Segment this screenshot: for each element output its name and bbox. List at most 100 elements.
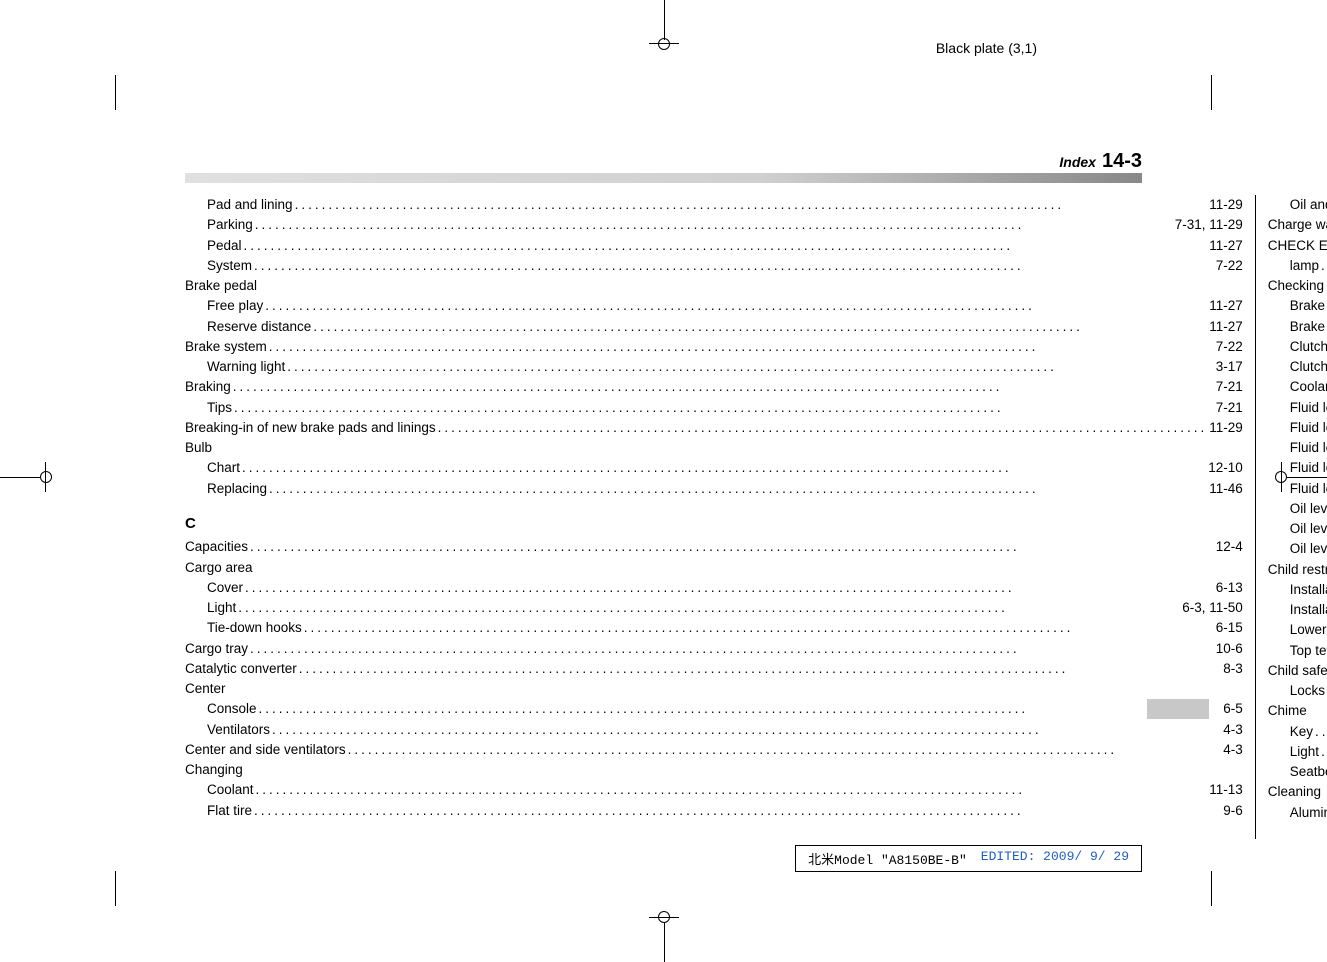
index-entry: Tips 7-21 [185, 398, 1243, 418]
entry-label: Locks [1290, 681, 1325, 701]
plate-header: Black plate (3,1) [936, 40, 1037, 56]
entry-label: Braking [185, 377, 231, 397]
index-entry: Reserve distance 11-27 [185, 317, 1243, 337]
index-entry: Parking 7-31, 11-29 [185, 215, 1243, 235]
entry-label: Brake pedal [185, 276, 257, 296]
entry-dots [1315, 722, 1327, 742]
entry-label: Flat tire [207, 801, 252, 821]
entry-label: Brake system [185, 337, 267, 357]
index-entry: Coolant level 11-13 [1268, 377, 1327, 397]
index-entry: Braking 7-21 [185, 377, 1243, 397]
entry-dots [245, 578, 1214, 598]
index-entry: Replacing 11-46 [185, 479, 1243, 499]
index-entry: Free play 11-27 [185, 296, 1243, 316]
entry-page: 9-6 [1223, 801, 1243, 821]
index-entry: System 7-22 [185, 256, 1243, 276]
footer-box: 北米Model "A8150BE-B" EDITED: 2009/ 9/ 29 [795, 845, 1142, 872]
index-entry: Cover 6-13 [185, 578, 1243, 598]
index-entry: Locks 2-19 [1268, 681, 1327, 701]
left-column: Pad and lining 11-29Parking 7-31, 11-29P… [185, 195, 1256, 839]
footer-edited: EDITED: 2009/ 9/ 29 [981, 849, 1129, 868]
entry-dots [250, 639, 1214, 659]
entry-label: Fluid level (washer fluid) [1290, 479, 1327, 499]
index-entry: Fluid level (washer fluid) 11-38 [1268, 479, 1327, 499]
entry-label: lamp [1290, 256, 1319, 276]
index-entry: Center [185, 679, 1243, 699]
entry-label: Replacing [207, 479, 267, 499]
index-entry: Clutch pedal free play 11-28 [1268, 357, 1327, 377]
entry-dots [269, 337, 1214, 357]
entry-label: Clutch function [1290, 337, 1327, 357]
index-entry: Cleaning [1268, 782, 1327, 802]
entry-label: Fluid level (brake fluid) [1290, 418, 1327, 438]
entry-label: Cargo area [185, 558, 253, 578]
index-entry: Chart 12-10 [185, 458, 1243, 478]
entry-label: Fluid level (clutch fluid) [1290, 438, 1327, 458]
side-tab [1147, 699, 1209, 719]
entry-label: Top tether anchorages [1290, 641, 1327, 661]
entry-label: CHECK ENGINE warning light/Malfunction i… [1268, 236, 1327, 256]
entry-dots [1321, 256, 1327, 276]
entry-page: 11-46 [1209, 479, 1243, 499]
entry-label: Child restraint systems [1268, 560, 1327, 580]
index-entry: Charge warning light 3-14 [1268, 215, 1327, 235]
entry-dots [438, 418, 1208, 438]
entry-label: Breaking-in of new brake pads and lining… [185, 418, 436, 438]
corner-mark [1211, 871, 1212, 906]
index-entry: Flat tire 9-6 [185, 801, 1243, 821]
index-entry: Top tether anchorages 1-33 [1268, 641, 1327, 661]
index-entry: Bulb [185, 438, 1243, 458]
entry-label: Clutch pedal free play [1290, 357, 1327, 377]
entry-dots [313, 317, 1207, 337]
entry-label: Reserve distance [207, 317, 311, 337]
index-entry: Pedal 11-27 [185, 236, 1243, 256]
entry-page: 11-29 [1209, 195, 1243, 215]
right-column: Oil and oil filter 11-9Charge warning li… [1256, 195, 1327, 839]
entry-label: Fluid level (automatic transmission flui… [1290, 398, 1327, 418]
index-entry: Catalytic converter 8-3 [185, 659, 1243, 679]
index-entry: Clutch function 11-27 [1268, 337, 1327, 357]
entry-label: Aluminum wheels [1290, 803, 1327, 823]
entry-label: Coolant [207, 780, 254, 800]
entry-label: Brake pedal reserve distance [1290, 317, 1327, 337]
entry-label: Chime [1268, 701, 1307, 721]
entry-page: 12-4 [1216, 537, 1243, 557]
entry-dots [233, 377, 1214, 397]
entry-label: Tie-down hooks [207, 618, 302, 638]
entry-label: Console [207, 699, 257, 719]
entry-label: Cover [207, 578, 243, 598]
entry-page: 4-3 [1223, 740, 1243, 760]
entry-label: Center and side ventilators [185, 740, 346, 760]
entry-label: Capacities [185, 537, 248, 557]
section-letter: C [185, 513, 1243, 536]
index-entry: lamp 3-12 [1268, 256, 1327, 276]
entry-label: Key [1290, 722, 1313, 742]
entry-dots [287, 357, 1213, 377]
entry-dots [238, 598, 1180, 618]
entry-dots [255, 215, 1173, 235]
entry-dots [299, 659, 1221, 679]
entry-label: Installation with A/ELR seatbelt [1290, 600, 1327, 620]
entry-label: Tips [207, 398, 232, 418]
entry-label: Pad and lining [207, 195, 293, 215]
entry-page: 6-15 [1216, 618, 1243, 638]
entry-page: 4-3 [1223, 720, 1243, 740]
entry-label: System [207, 256, 252, 276]
entry-label: Child safety [1268, 661, 1327, 681]
index-entry: Fluid level (automatic transmission flui… [1268, 398, 1327, 418]
index-entry: Oil and oil filter 11-9 [1268, 195, 1327, 215]
entry-label: Seatbelt [1290, 762, 1327, 782]
entry-dots [1321, 742, 1327, 762]
index-entry: Oil level (front differential gear oil) … [1268, 519, 1327, 539]
entry-page: 7-21 [1216, 377, 1243, 397]
entry-label: Checking [1268, 276, 1324, 296]
entry-label: Parking [207, 215, 253, 235]
entry-label: Oil level (manual transmission oil) [1290, 539, 1327, 559]
index-entry: Child safety 5 [1268, 661, 1327, 681]
index-entry: Brake pedal free play 11-27 [1268, 296, 1327, 316]
entry-dots [272, 720, 1221, 740]
index-entry: Fluid level (clutch fluid) 11-25 [1268, 438, 1327, 458]
entry-dots [259, 699, 1222, 719]
entry-label: Oil and oil filter [1290, 195, 1327, 215]
entry-page: 12-10 [1208, 458, 1243, 478]
